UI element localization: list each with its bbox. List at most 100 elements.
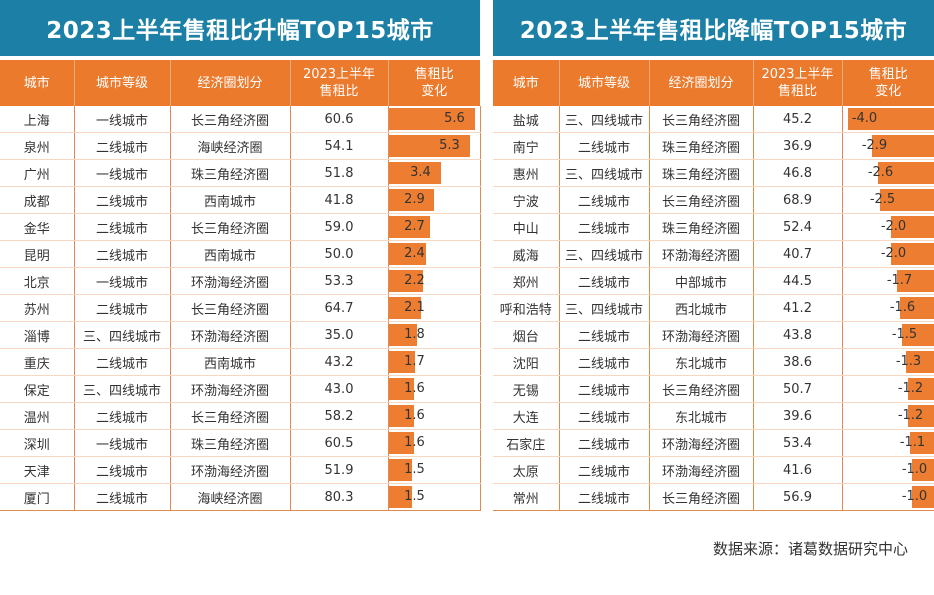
change-cell: 1.8 [388,321,481,349]
rise-table: 城市 城市等级 经济圈划分 2023上半年 售租比 售租比 变化 上海 一线城市 长三角经济圈 6… [0,60,481,511]
ratio-cell: 50.0 [290,240,389,268]
change-value-label: -1.5 [891,327,918,342]
tier-cell: 二线城市 [74,186,171,214]
change-value-label: 1.5 [404,462,425,477]
change-bar [871,135,934,157]
region-cell: 长三角经济圈 [649,483,754,511]
change-bar [890,216,934,238]
tier-cell: 三、四线城市 [559,240,650,268]
fall-col-header: 城市 [493,60,560,106]
city-cell: 郑州 [493,267,560,295]
change-cell: 1.6 [388,429,481,457]
rise-table-row: 淄博 三、四线城市 环渤海经济圈 35.0 1.8 [0,321,481,349]
ratio-cell: 53.4 [753,429,843,457]
rise-col-header: 经济圈划分 [170,60,291,106]
change-bar [905,351,934,373]
region-cell: 长三角经济圈 [649,186,754,214]
region-cell: 西北城市 [649,294,754,322]
change-value-label: 1.6 [404,381,425,396]
ratio-cell: 80.3 [290,483,389,511]
change-cell: -1.0 [842,456,934,484]
change-value-label: 2.9 [404,192,425,207]
rise-table-row: 温州 二线城市 长三角经济圈 58.2 1.6 [0,402,481,430]
region-cell: 长三角经济圈 [649,106,754,133]
city-cell: 淄博 [0,321,75,349]
change-bar [388,135,470,157]
change-value-label: -2.5 [869,192,896,207]
change-value-label: -1.2 [897,381,924,396]
ratio-cell: 43.8 [753,321,843,349]
region-cell: 环渤海经济圈 [649,429,754,457]
city-cell: 重庆 [0,348,75,376]
ratio-cell: 52.4 [753,213,843,241]
city-cell: 无锡 [493,375,560,403]
change-cell: -2.9 [842,132,934,160]
region-cell: 长三角经济圈 [170,402,291,430]
rise-table-row: 泉州 二线城市 海峡经济圈 54.1 5.3 [0,132,481,160]
region-cell: 海峡经济圈 [170,483,291,511]
region-cell: 环渤海经济圈 [649,321,754,349]
city-cell: 沈阳 [493,348,560,376]
tier-cell: 二线城市 [74,456,171,484]
tier-cell: 一线城市 [74,267,171,295]
tier-cell: 二线城市 [74,294,171,322]
change-value-label: -1.6 [889,300,916,315]
ratio-cell: 39.6 [753,402,843,430]
change-value-label: -2.0 [880,219,907,234]
ratio-cell: 54.1 [290,132,389,160]
ratio-cell: 43.2 [290,348,389,376]
change-value-label: -1.3 [895,354,922,369]
fall-table-row: 南宁 二线城市 珠三角经济圈 36.9 -2.9 [493,132,934,160]
change-value-label: -1.1 [899,435,926,450]
change-value-label: 1.6 [404,408,425,423]
tier-cell: 二线城市 [559,429,650,457]
change-bar [911,486,934,508]
fall-table-row: 郑州 二线城市 中部城市 44.5 -1.7 [493,267,934,295]
change-cell: -2.6 [842,159,934,187]
change-bar [907,405,934,427]
tier-cell: 三、四线城市 [74,321,171,349]
change-bar [879,189,934,211]
tier-cell: 二线城市 [559,348,650,376]
tier-cell: 一线城市 [74,159,171,187]
fall-table-row: 大连 二线城市 东北城市 39.6 -1.2 [493,402,934,430]
city-cell: 泉州 [0,132,75,160]
ratio-cell: 58.2 [290,402,389,430]
city-cell: 成都 [0,186,75,214]
region-cell: 珠三角经济圈 [649,159,754,187]
fall-col-header: 城市等级 [559,60,650,106]
rise-table-header: 城市 城市等级 经济圈划分 2023上半年 售租比 售租比 变化 [0,60,480,106]
change-cell: -1.3 [842,348,934,376]
fall-table-panel: 2023上半年售租比降幅TOP15城市 城市 城市等级 经济圈划分 2023上半年 售租… [493,0,934,511]
rise-table-row: 广州 一线城市 珠三角经济圈 51.8 3.4 [0,159,481,187]
change-cell: 5.6 [388,106,481,133]
city-cell: 呼和浩特 [493,294,560,322]
city-cell: 惠州 [493,159,560,187]
change-cell: -4.0 [842,106,934,133]
change-value-label: 1.6 [404,435,425,450]
city-cell: 深圳 [0,429,75,457]
change-bar [388,459,412,481]
region-cell: 珠三角经济圈 [649,132,754,160]
ratio-cell: 64.7 [290,294,389,322]
fall-table-row: 烟台 二线城市 环渤海经济圈 43.8 -1.5 [493,321,934,349]
region-cell: 环渤海经济圈 [170,375,291,403]
region-cell: 环渤海经济圈 [649,456,754,484]
ratio-cell: 35.0 [290,321,389,349]
change-cell: -2.0 [842,240,934,268]
region-cell: 珠三角经济圈 [649,213,754,241]
change-bar [890,243,934,265]
city-cell: 南宁 [493,132,560,160]
region-cell: 长三角经济圈 [649,375,754,403]
change-cell: -1.5 [842,321,934,349]
change-cell: 1.7 [388,348,481,376]
fall-table-body: 盐城 三、四线城市 长三角经济圈 45.2 -4.0 南宁 二线城市 珠三角经济圈 36.9 -2… [493,106,934,511]
change-value-label: 5.3 [439,138,460,153]
region-cell: 珠三角经济圈 [170,429,291,457]
change-cell: 1.6 [388,375,481,403]
tier-cell: 二线城市 [74,348,171,376]
tier-cell: 三、四线城市 [559,294,650,322]
tier-cell: 二线城市 [559,456,650,484]
change-cell: -1.7 [842,267,934,295]
change-cell: -1.0 [842,483,934,511]
